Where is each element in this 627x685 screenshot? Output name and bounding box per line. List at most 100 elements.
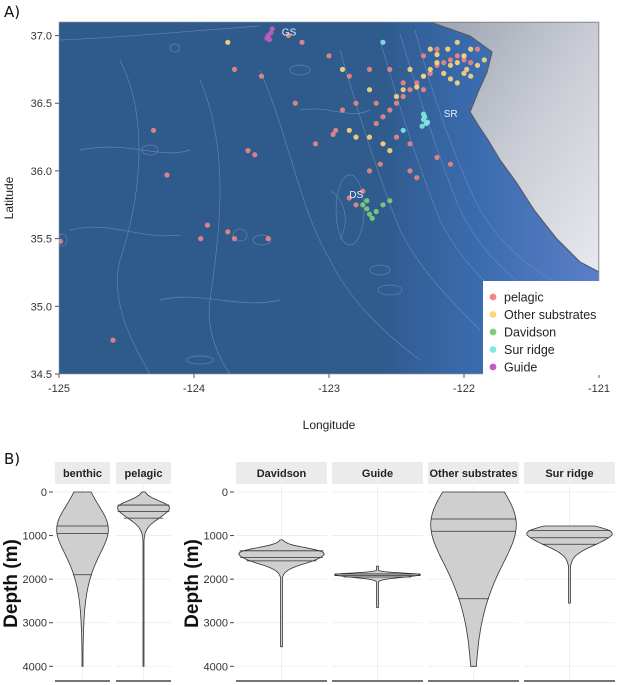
point-davidson bbox=[366, 211, 373, 217]
point-pelagic bbox=[312, 141, 319, 147]
point-pelagic bbox=[468, 60, 474, 66]
point-pelagic bbox=[346, 195, 352, 201]
map-x-tick-label: -122 bbox=[453, 383, 475, 395]
point-pelagic bbox=[366, 168, 373, 174]
site-label-ds: DS bbox=[349, 190, 363, 201]
panel-b-letter: B) bbox=[4, 450, 20, 468]
map-y-tick-label: 37.0 bbox=[31, 31, 52, 43]
point-other-substrates bbox=[468, 46, 474, 52]
point-other-substrates bbox=[346, 127, 352, 133]
violin-benthic bbox=[56, 491, 109, 667]
point-pelagic bbox=[198, 236, 204, 242]
point-pelagic bbox=[427, 70, 433, 76]
point-other-substrates bbox=[366, 87, 373, 93]
point-davidson bbox=[380, 202, 386, 208]
panel-a-letter: A) bbox=[4, 3, 20, 21]
point-other-substrates bbox=[427, 46, 433, 52]
violin-y-tick-label: 4000 bbox=[23, 661, 47, 673]
map-x-tick-label: -124 bbox=[183, 383, 205, 395]
observation-points bbox=[59, 26, 487, 343]
facet-strip bbox=[236, 462, 327, 484]
point-guide bbox=[267, 37, 273, 43]
point-other-substrates bbox=[420, 73, 427, 79]
violin-y-tick-label: 4000 bbox=[204, 661, 228, 673]
point-pelagic bbox=[474, 46, 481, 52]
legend-label-guide: Guide bbox=[504, 361, 537, 375]
violin-y-axis-title: Depth (m) bbox=[182, 539, 203, 628]
point-pelagic bbox=[373, 100, 379, 106]
point-pelagic bbox=[447, 161, 454, 167]
facet-strip-label: pelagic bbox=[125, 468, 163, 480]
point-pelagic bbox=[407, 168, 413, 174]
map-y-axis-title: Latitude bbox=[2, 176, 16, 219]
point-other-substrates bbox=[441, 70, 447, 76]
map-y-tick-label: 36.5 bbox=[31, 98, 52, 110]
bathymetry-map: GS SR DS bbox=[59, 22, 599, 374]
legend-label-other-substrates: Other substrates bbox=[504, 308, 596, 322]
facet-strip bbox=[428, 462, 519, 484]
point-other-substrates bbox=[445, 46, 451, 52]
point-sur-ridge bbox=[400, 127, 406, 133]
point-pelagic bbox=[252, 152, 258, 158]
point-pelagic bbox=[420, 87, 427, 93]
facet-strip bbox=[116, 462, 171, 484]
legend-swatch-davidson bbox=[489, 328, 497, 336]
point-pelagic bbox=[387, 107, 393, 113]
point-pelagic bbox=[353, 100, 359, 106]
legend-swatch-other-substrates bbox=[489, 311, 497, 318]
point-pelagic bbox=[461, 57, 467, 63]
point-other-substrates bbox=[414, 84, 420, 90]
point-other-substrates bbox=[427, 66, 433, 72]
point-pelagic bbox=[393, 134, 400, 140]
violin-y-tick-label: 0 bbox=[41, 487, 47, 499]
violin-pelagic bbox=[117, 491, 170, 667]
violin-chart-left: Depth (m) 0 1000 2000 3000 4000 benthic pelagic bbox=[1, 462, 171, 682]
violin-y-tick-label: 3000 bbox=[204, 618, 228, 630]
facet-strip-label: Sur ridge bbox=[545, 468, 593, 480]
point-pelagic bbox=[204, 222, 211, 228]
facet-strip bbox=[332, 462, 423, 484]
point-pelagic bbox=[326, 53, 332, 59]
point-pelagic bbox=[434, 154, 440, 160]
point-pelagic bbox=[434, 46, 440, 52]
point-guide bbox=[268, 30, 274, 36]
point-other-substrates bbox=[481, 57, 487, 63]
point-other-substrates bbox=[400, 87, 406, 93]
map-x-tick-label: -125 bbox=[48, 383, 70, 395]
point-other-substrates bbox=[447, 62, 454, 68]
point-other-substrates bbox=[393, 93, 400, 100]
point-pelagic bbox=[400, 80, 406, 86]
point-pelagic bbox=[330, 131, 336, 137]
point-pelagic bbox=[366, 66, 373, 72]
legend-swatch-pelagic bbox=[489, 293, 497, 301]
point-other-substrates bbox=[454, 39, 460, 45]
point-pelagic bbox=[225, 229, 231, 235]
point-davidson bbox=[360, 202, 366, 208]
violin-y-tick-label: 2000 bbox=[23, 574, 47, 586]
point-davidson bbox=[364, 198, 370, 204]
violin-davidson bbox=[238, 539, 325, 648]
point-pelagic bbox=[231, 66, 238, 72]
point-pelagic bbox=[245, 148, 251, 154]
legend-label-davidson: Davidson bbox=[504, 326, 556, 340]
point-other-substrates bbox=[447, 76, 454, 82]
point-other-substrates bbox=[461, 70, 467, 76]
facet-strip-label: benthic bbox=[63, 468, 102, 480]
point-sur-ridge bbox=[422, 114, 428, 120]
point-pelagic bbox=[285, 32, 292, 39]
point-pelagic bbox=[414, 80, 420, 86]
point-sur-ridge bbox=[380, 39, 386, 45]
point-pelagic bbox=[346, 73, 352, 79]
point-sur-ridge bbox=[425, 119, 431, 125]
point-pelagic bbox=[441, 60, 447, 66]
point-other-substrates bbox=[434, 51, 440, 58]
point-other-substrates bbox=[464, 66, 470, 72]
facet-strip bbox=[55, 462, 110, 484]
point-other-substrates bbox=[366, 134, 373, 140]
point-pelagic bbox=[400, 93, 406, 100]
site-labels: GS SR DS bbox=[282, 28, 458, 202]
violin-sur-ridge bbox=[526, 525, 613, 604]
violin-guide bbox=[334, 565, 421, 608]
point-pelagic bbox=[339, 107, 346, 113]
point-other-substrates bbox=[353, 134, 359, 140]
